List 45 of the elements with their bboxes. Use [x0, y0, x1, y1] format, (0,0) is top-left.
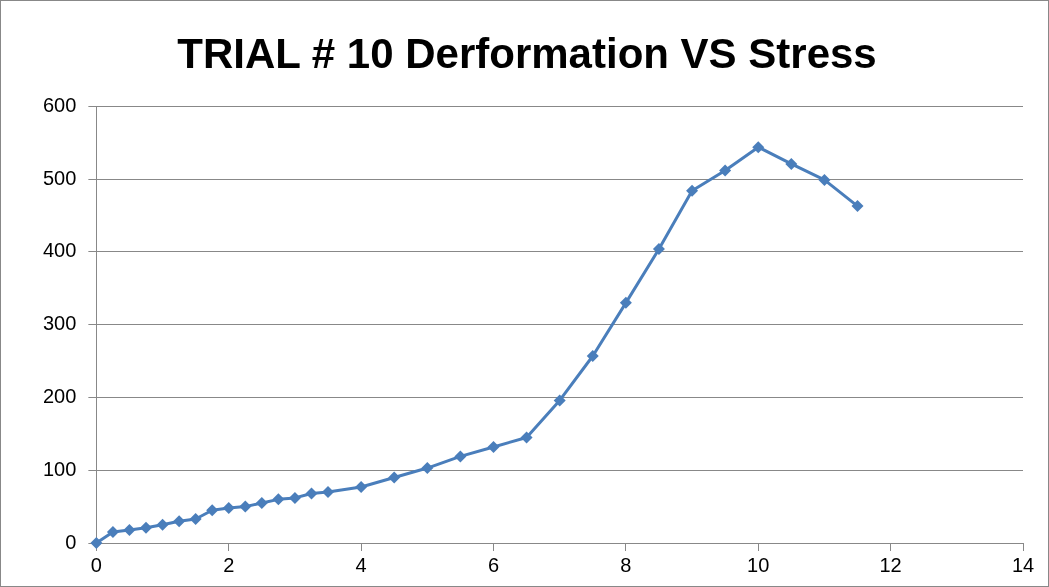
x-tick-label: 2 [223, 553, 235, 576]
y-tick-label: 200 [42, 384, 77, 407]
point [586, 349, 599, 362]
point [355, 480, 368, 493]
point [106, 526, 119, 539]
point [173, 515, 186, 528]
point [156, 518, 169, 531]
point [140, 521, 153, 534]
point [619, 296, 632, 309]
y-tick-label: 600 [42, 93, 77, 116]
x-tick-label: 4 [355, 553, 367, 576]
point [388, 471, 401, 484]
point [305, 487, 318, 500]
point [421, 462, 434, 475]
x-tick-label: 8 [620, 553, 632, 576]
point [454, 450, 467, 463]
point [222, 502, 235, 515]
point [752, 141, 765, 154]
point [553, 394, 566, 407]
y-tick-label: 100 [42, 457, 77, 480]
point [272, 493, 285, 506]
point [785, 157, 798, 170]
point [123, 523, 136, 536]
y-tick-label: 400 [42, 239, 77, 262]
point [255, 496, 268, 509]
y-tick-label: 300 [42, 312, 77, 335]
point [206, 504, 219, 517]
point [189, 512, 202, 525]
chart-title: TRIAL # 10 Derformation VS Stress [177, 29, 877, 77]
point [487, 440, 500, 453]
point [818, 173, 831, 186]
point [322, 486, 335, 499]
point [239, 500, 252, 513]
y-tick-label: 500 [42, 166, 77, 189]
point [520, 431, 533, 444]
y-tick-label: 0 [65, 530, 77, 553]
point [851, 200, 864, 213]
x-tick-label: 0 [90, 553, 102, 576]
x-tick-label: 6 [487, 553, 500, 576]
x-tick-label: 12 [879, 553, 902, 576]
x-tick-label: 14 [1011, 553, 1035, 576]
x-tick-label: 10 [747, 553, 770, 576]
point [686, 184, 699, 197]
point [719, 164, 732, 177]
point [652, 243, 665, 256]
